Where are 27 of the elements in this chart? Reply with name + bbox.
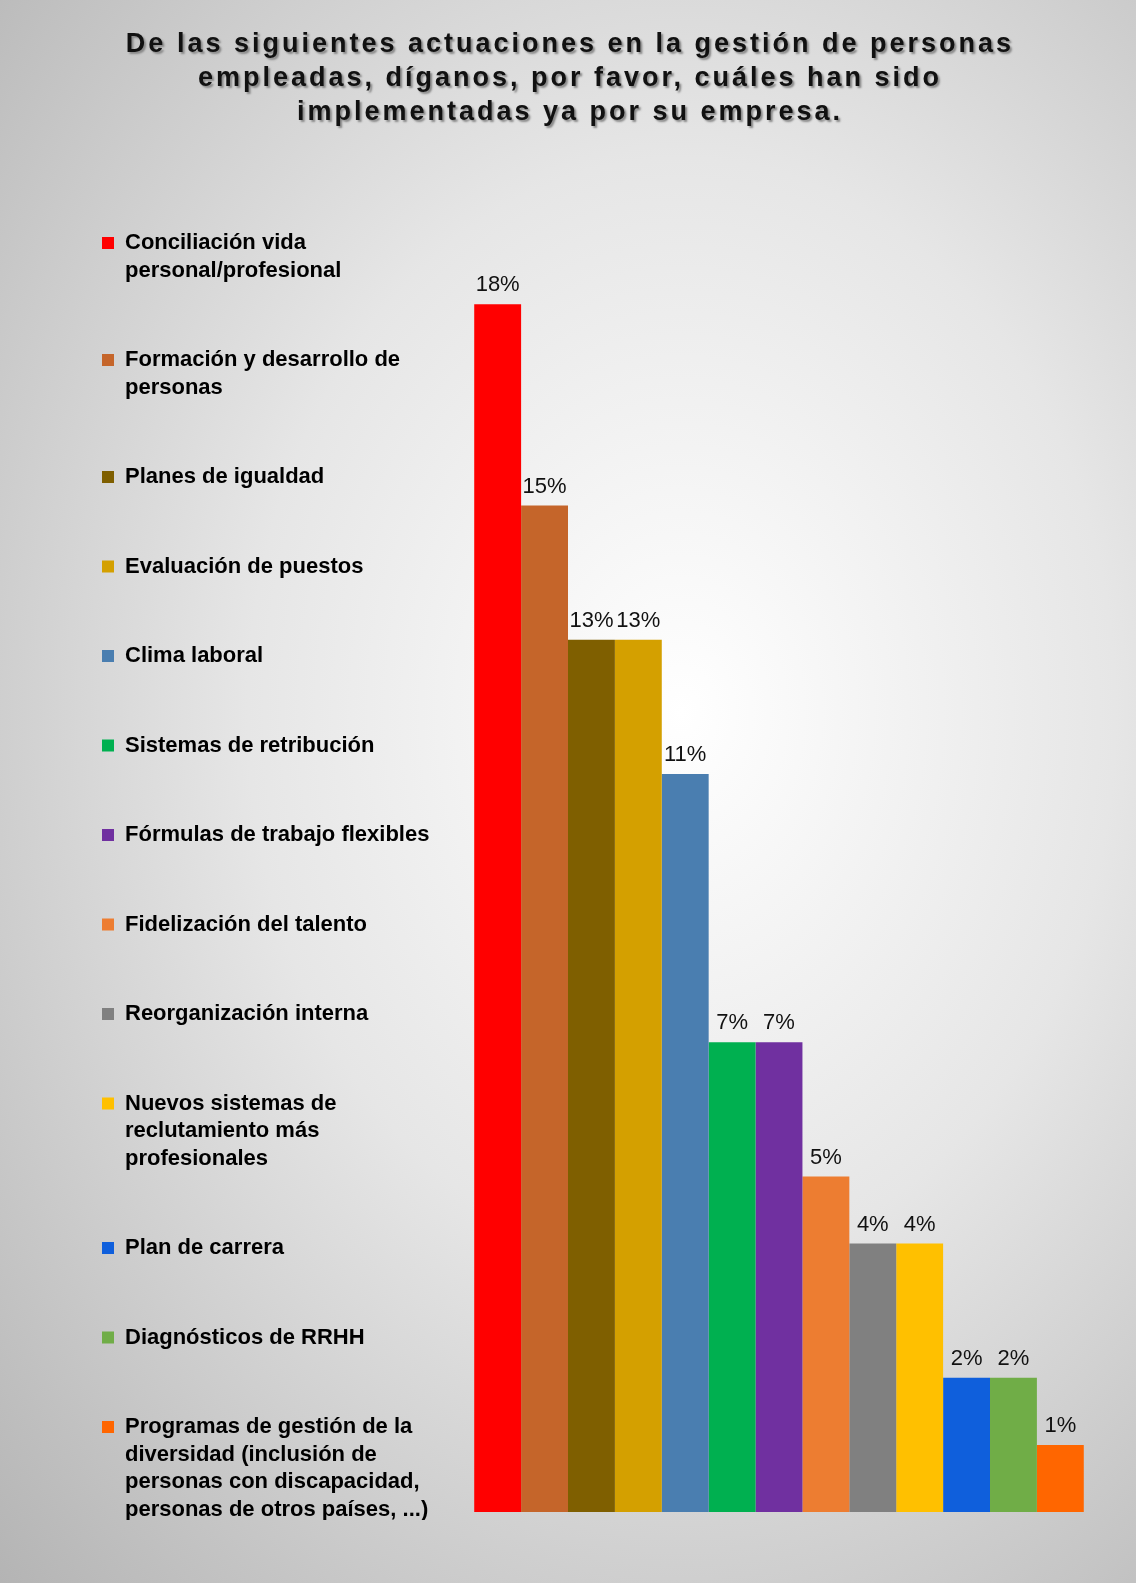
- data-label: 13%: [569, 606, 614, 632]
- data-label: 15%: [522, 472, 567, 498]
- legend-label: Sistemas de retribución: [125, 731, 375, 757]
- data-label: 7%: [716, 1009, 749, 1035]
- legend-label: Clima laboral: [125, 642, 264, 668]
- data-label: 18%: [475, 271, 520, 297]
- data-label: 2%: [997, 1344, 1030, 1370]
- data-label: 13%: [616, 606, 661, 632]
- data-label: 11%: [664, 740, 707, 766]
- legend-label: Fidelización del talento: [125, 910, 368, 936]
- data-label: 5%: [809, 1143, 842, 1169]
- legend-label: Evaluación de puestos: [125, 552, 364, 578]
- legend-label: Fórmulas de trabajo flexibles: [125, 821, 430, 847]
- data-label: 4%: [903, 1210, 936, 1236]
- legend-label: Diagnósticos de RRHH: [125, 1323, 365, 1349]
- data-label: 7%: [763, 1009, 795, 1035]
- data-label: 2%: [950, 1344, 983, 1370]
- data-label: 4%: [856, 1210, 889, 1236]
- legend-label: Nuevos sistemas de reclutamiento más profesionales: [125, 1089, 337, 1170]
- data-label: 1%: [1044, 1411, 1077, 1437]
- legend-label: Conciliación vida personal/profesional: [125, 229, 342, 282]
- chart-title: De las siguientes actuaciones en la gestión de personas empleadas, díganos, por favor, cuáles han sido implementadas ya por su empresa.: [124, 27, 1016, 128]
- legend-label: Planes de igualdad: [125, 463, 325, 489]
- legend-label: Programas de gestión de la diversidad (inclusión de personas con discapacidad, personas de otros países, ...): [125, 1413, 429, 1521]
- legend-label: Plan de carrera: [125, 1234, 285, 1260]
- legend-label: Formación y desarrollo de personas: [125, 346, 401, 399]
- legend-label: Reorganización interna: [125, 1000, 370, 1026]
